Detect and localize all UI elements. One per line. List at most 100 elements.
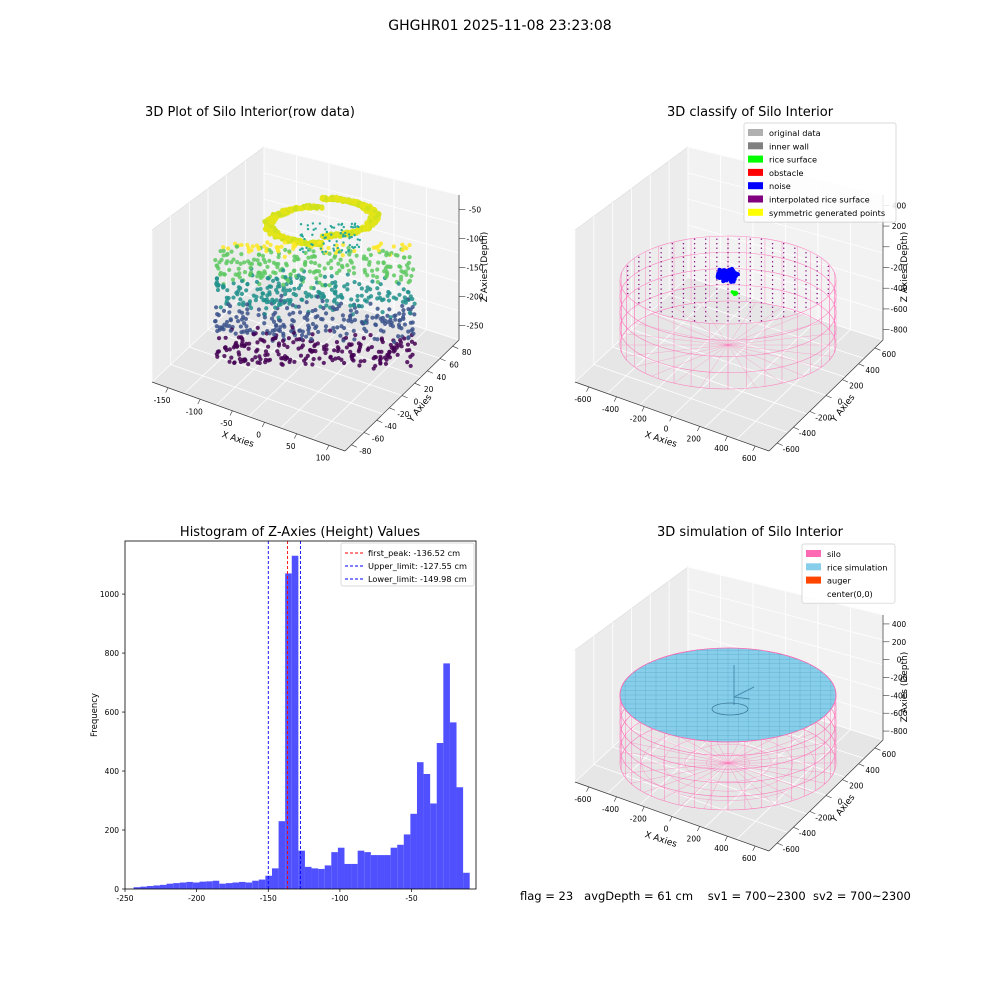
raw-point — [368, 252, 373, 258]
raw-point — [258, 275, 263, 281]
hist-bar — [186, 881, 193, 889]
raw-point — [401, 287, 406, 292]
classify-interp-point — [727, 301, 729, 304]
classify-interp-point — [738, 247, 740, 249]
hist-bar — [304, 866, 312, 889]
raw-point — [309, 285, 314, 290]
raw-point — [264, 249, 269, 254]
raw-point — [256, 252, 261, 257]
hist-bar — [199, 881, 207, 889]
raw-point — [227, 359, 232, 364]
classify-interp-point — [727, 292, 729, 295]
raw-point — [321, 306, 326, 311]
hist-title: Histogram of Z-Axies (Height) Values — [180, 525, 420, 540]
classify-y-tick-label: 0 — [838, 398, 843, 407]
classify-interp-point — [660, 292, 662, 295]
hist-bar — [324, 865, 332, 889]
classify-floor-spoke — [727, 333, 833, 346]
classify-interp-point — [682, 301, 685, 304]
raw-point — [337, 303, 342, 309]
raw-point — [291, 268, 296, 274]
raw-point — [229, 249, 234, 254]
classify-interp-point — [816, 301, 818, 304]
raw-point — [400, 303, 405, 309]
raw-point — [398, 318, 403, 323]
raw-point — [348, 349, 353, 354]
classify-interp-point — [771, 288, 774, 290]
classify-interp-point — [805, 252, 807, 254]
classify-interp-point — [749, 261, 751, 263]
raw-point — [348, 258, 353, 263]
classify-x-tick — [697, 426, 700, 432]
raw-point — [351, 271, 357, 276]
raw-point — [306, 331, 311, 336]
classify-interp-point — [771, 311, 774, 313]
raw-point — [238, 324, 243, 329]
raw-point — [349, 297, 354, 302]
raw-point — [278, 298, 283, 303]
raw-point — [337, 268, 342, 273]
classify-interp-point — [749, 256, 751, 259]
raw-point — [327, 328, 333, 333]
classify-interp-point — [749, 315, 751, 318]
raw-point — [255, 347, 260, 353]
raw-y-tick-label: -40 — [385, 422, 397, 431]
raw-point — [318, 273, 323, 278]
sim-legend-swatch — [806, 563, 821, 571]
classify-interp-point — [760, 256, 763, 259]
raw-point — [275, 277, 280, 282]
raw-point — [409, 339, 415, 344]
raw-point — [385, 293, 390, 298]
raw-point — [330, 316, 335, 321]
raw-point — [271, 270, 276, 275]
sim-x-tick-label: 400 — [714, 844, 729, 853]
classify-legend: original data inner wall rice surface obsta… — [743, 122, 897, 223]
classify-interp-point — [660, 301, 662, 304]
raw-point — [237, 301, 242, 307]
raw-point — [297, 310, 303, 315]
raw-point — [263, 349, 269, 354]
raw-point — [251, 293, 256, 298]
raw-point — [297, 328, 303, 333]
classify-interp-point — [649, 279, 651, 281]
sim-z-axis-label: Z Axies (Depth) — [900, 652, 910, 723]
hist-bar — [390, 847, 398, 889]
raw-point — [272, 332, 277, 337]
raw-point — [391, 273, 397, 278]
sim-gridline — [687, 610, 884, 666]
classify-interp-point — [794, 306, 796, 308]
classify-floor-spoke — [727, 306, 783, 346]
sim-gridline — [687, 566, 884, 616]
sim-y-tick-label: -400 — [799, 829, 816, 838]
classify-interp-point — [783, 242, 785, 245]
classify-interp-point — [693, 261, 696, 263]
raw-point — [248, 272, 253, 278]
raw-point — [314, 204, 320, 210]
classify-noise-point — [735, 272, 740, 277]
raw-point — [304, 204, 310, 211]
classify-floor-spoke — [673, 344, 729, 384]
raw-point — [303, 361, 308, 366]
panel-histogram: Histogram of Z-Axies (Height) Values -250… — [0, 515, 500, 917]
raw-point — [291, 291, 296, 296]
raw-point — [316, 329, 321, 335]
classify-interp-point — [693, 292, 696, 295]
sim-z-tick-label: -200 — [890, 674, 907, 683]
sim-legend-label: silo — [827, 549, 841, 559]
classify-interp-point — [760, 320, 763, 322]
raw-point — [351, 245, 354, 249]
classify-interp-point — [682, 247, 685, 249]
sim-gridline — [593, 764, 789, 833]
sim-legend-swatch — [806, 589, 821, 597]
classify-y-tick — [777, 442, 783, 446]
raw-y-tick — [363, 432, 370, 436]
classify-interp-point — [671, 288, 673, 290]
raw-point — [244, 324, 249, 329]
raw-point — [271, 299, 276, 304]
sim-y-tick — [777, 842, 783, 846]
raw-point — [340, 197, 347, 203]
raw-point — [344, 331, 349, 336]
classify-interp-point — [771, 297, 774, 299]
classify-z-tick-label: -800 — [890, 326, 907, 335]
raw-point — [362, 358, 367, 363]
